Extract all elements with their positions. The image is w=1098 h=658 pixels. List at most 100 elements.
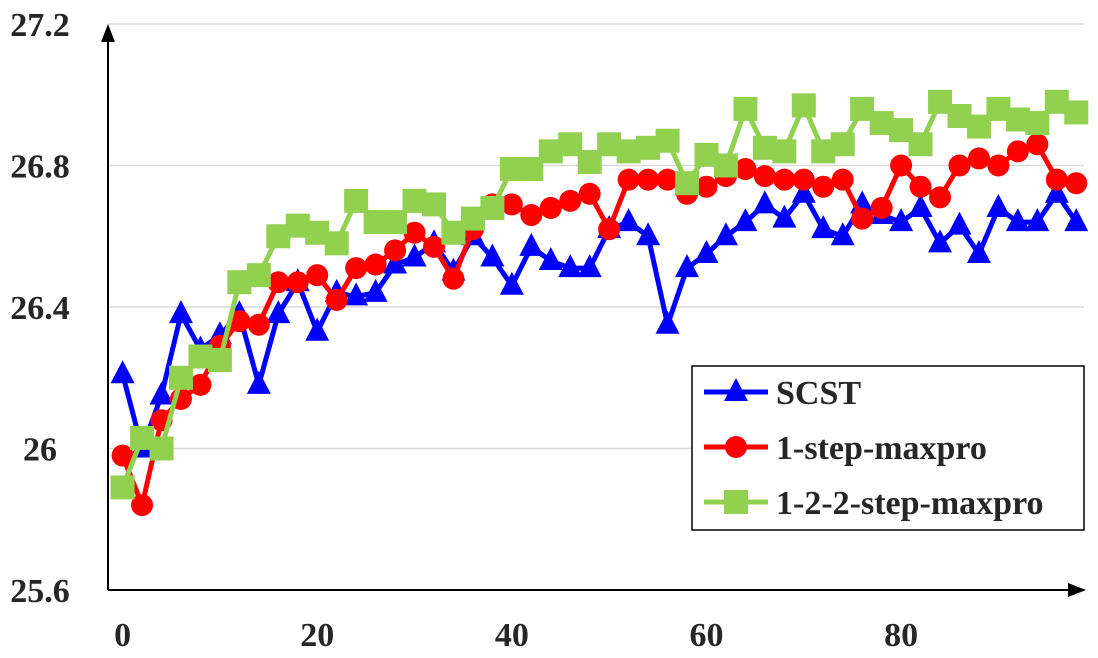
data-point [791,93,816,118]
data-point [1044,179,1069,203]
data-point [655,128,680,153]
data-point [772,204,797,228]
data-point [558,254,583,278]
data-point [870,196,893,219]
data-point [402,243,427,267]
legend-label: 1-step-maxpro [776,430,987,467]
data-point [1064,100,1089,125]
data-point [830,222,855,246]
data-point [713,153,738,178]
data-point [539,196,562,219]
data-point [344,282,369,306]
legend-entry: 1-2-2-step-maxpro [704,485,1044,522]
data-point [149,436,174,461]
data-point [403,221,426,244]
data-point [325,288,348,311]
y-tick-labels: 25.6 26 26.4 26.8 27.2 [10,7,70,610]
data-point [267,271,290,294]
data-point [500,193,523,216]
data-point [246,370,271,394]
data-point [928,229,953,253]
data-point [189,373,212,396]
data-point [499,157,524,182]
data-point [306,264,329,287]
y-tick-label: 27.2 [10,7,70,44]
data-point [228,310,251,333]
data-point [812,175,835,198]
data-point [637,168,660,191]
y-tick-label: 26.4 [10,290,70,327]
data-point [675,171,700,196]
data-point [1025,208,1050,232]
data-point [345,257,368,280]
data-point [1005,208,1030,232]
data-point [966,239,991,263]
data-point [324,231,349,256]
data-point [753,165,776,188]
data-point [617,168,640,191]
data-point [752,190,777,214]
data-point [987,154,1010,177]
data-point [1065,172,1088,195]
data-point [442,267,465,290]
data-point [247,313,270,336]
data-point [111,444,134,467]
data-point [383,250,408,274]
data-point [1006,140,1029,163]
x-axis-arrow [1068,583,1086,597]
data-point [305,317,330,341]
data-point [695,175,718,198]
data-point [734,158,757,181]
legend-entry: 1-step-maxpro [704,430,987,467]
data-point [811,215,836,239]
data-point [889,208,914,232]
axes [101,24,1086,597]
data-point [578,182,601,205]
data-point [675,254,700,278]
data-point [694,239,719,263]
data-point [830,132,855,157]
data-point [792,168,815,191]
data-point [713,222,738,246]
data-point [733,96,758,121]
data-point [110,360,135,384]
data-point [363,278,388,302]
y-axis-arrow [101,24,115,42]
series-3 [110,89,1089,500]
data-point [207,348,232,373]
data-point [966,114,991,139]
data-point [948,154,971,177]
data-point [423,235,445,258]
y-tick-label: 26.8 [10,149,70,186]
data-point [1045,168,1068,191]
data-point [890,154,913,177]
data-point [168,300,193,324]
series-layer [110,89,1089,517]
legend-marker [724,490,748,514]
legend-marker [724,378,748,401]
data-point [1064,208,1089,232]
data-point [655,310,680,334]
x-tick-label: 80 [884,617,918,654]
x-tick-labels: 0 20 40 60 80 [114,617,918,654]
data-point [851,207,874,230]
x-tick-label: 20 [300,617,334,654]
data-point [929,186,952,209]
data-point [1026,133,1049,156]
data-point [286,271,309,294]
legend: SCST 1-step-maxpro 1-2-2-step-maxpro [691,365,1085,531]
legend-label: SCST [776,375,861,412]
data-point [772,139,797,164]
data-point [480,195,505,220]
data-point [636,222,661,246]
data-point [908,132,933,157]
x-tick-label: 60 [689,617,723,654]
data-point [773,168,796,191]
data-point [559,189,582,212]
data-point [908,193,933,217]
data-point [383,210,408,235]
data-point [168,365,193,390]
legend-label: 1-2-2-step-maxpro [776,485,1044,522]
data-point [246,263,271,288]
